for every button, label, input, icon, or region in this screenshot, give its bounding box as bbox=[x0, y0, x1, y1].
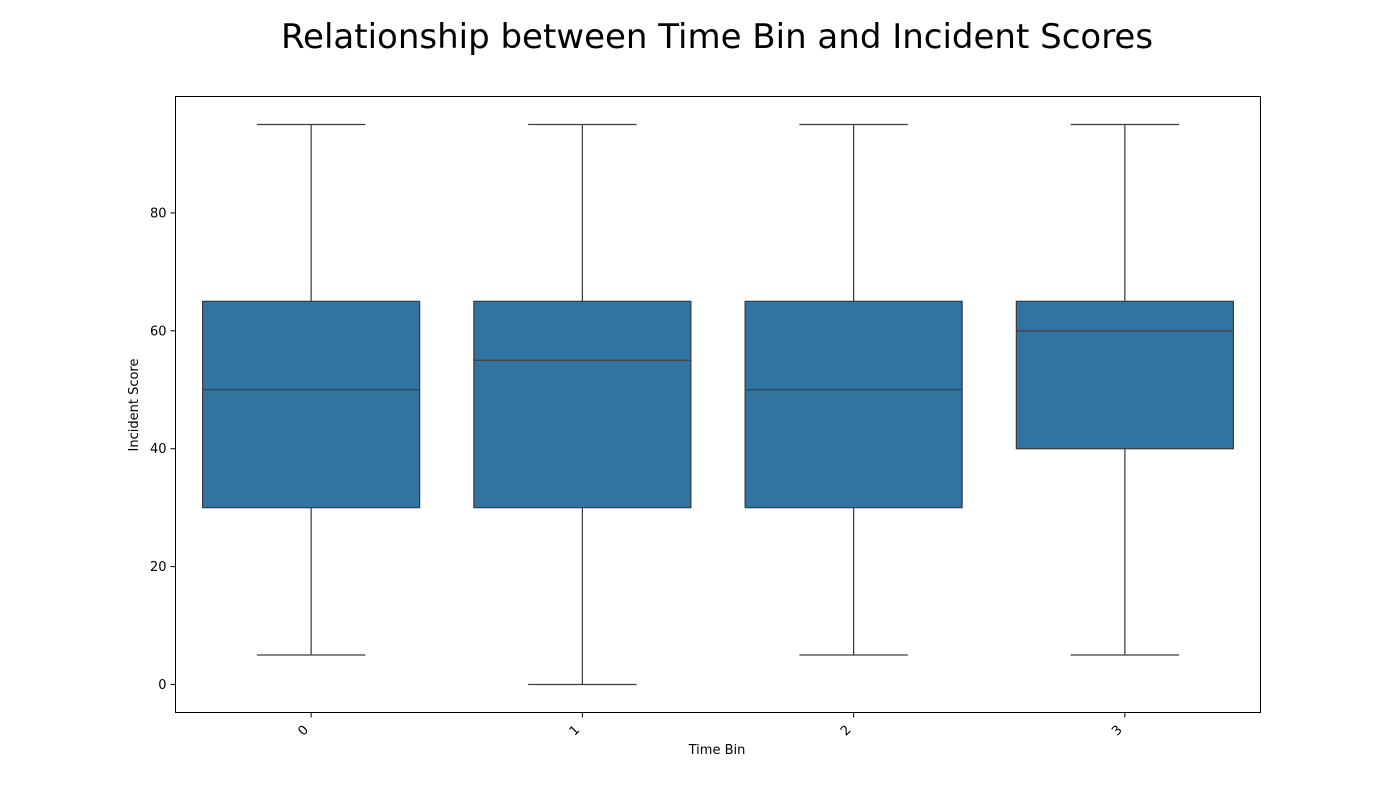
x-tick-label: 0 bbox=[295, 723, 311, 739]
y-tick-label: 0 bbox=[158, 678, 166, 693]
x-tick-label: 1 bbox=[567, 723, 583, 739]
boxes-layer bbox=[202, 123, 1234, 686]
x-axis-label: Time Bin bbox=[688, 743, 746, 758]
y-tick-label: 20 bbox=[150, 560, 167, 575]
y-axis: 0 20 40 60 80 bbox=[150, 206, 176, 693]
y-tick-label: 40 bbox=[150, 442, 167, 457]
y-tick-label: 60 bbox=[150, 324, 167, 339]
box-group-3 bbox=[1015, 123, 1234, 656]
box-group-2 bbox=[744, 123, 963, 656]
y-axis-label: Incident Score bbox=[127, 359, 142, 452]
plot-area-frame bbox=[175, 96, 1261, 713]
x-tick-label: 2 bbox=[838, 723, 854, 739]
box-group-0 bbox=[202, 123, 421, 656]
box-iqr bbox=[1015, 300, 1234, 450]
chart-title: Relationship between Time Bin and Incide… bbox=[281, 17, 1153, 57]
y-tick-label: 80 bbox=[150, 206, 167, 221]
box-iqr bbox=[473, 300, 692, 509]
box-iqr bbox=[744, 300, 963, 509]
x-axis: 0 1 2 3 bbox=[295, 712, 1126, 739]
box-iqr bbox=[202, 300, 421, 509]
x-tick-label: 3 bbox=[1109, 723, 1125, 739]
box-group-1 bbox=[473, 123, 692, 686]
